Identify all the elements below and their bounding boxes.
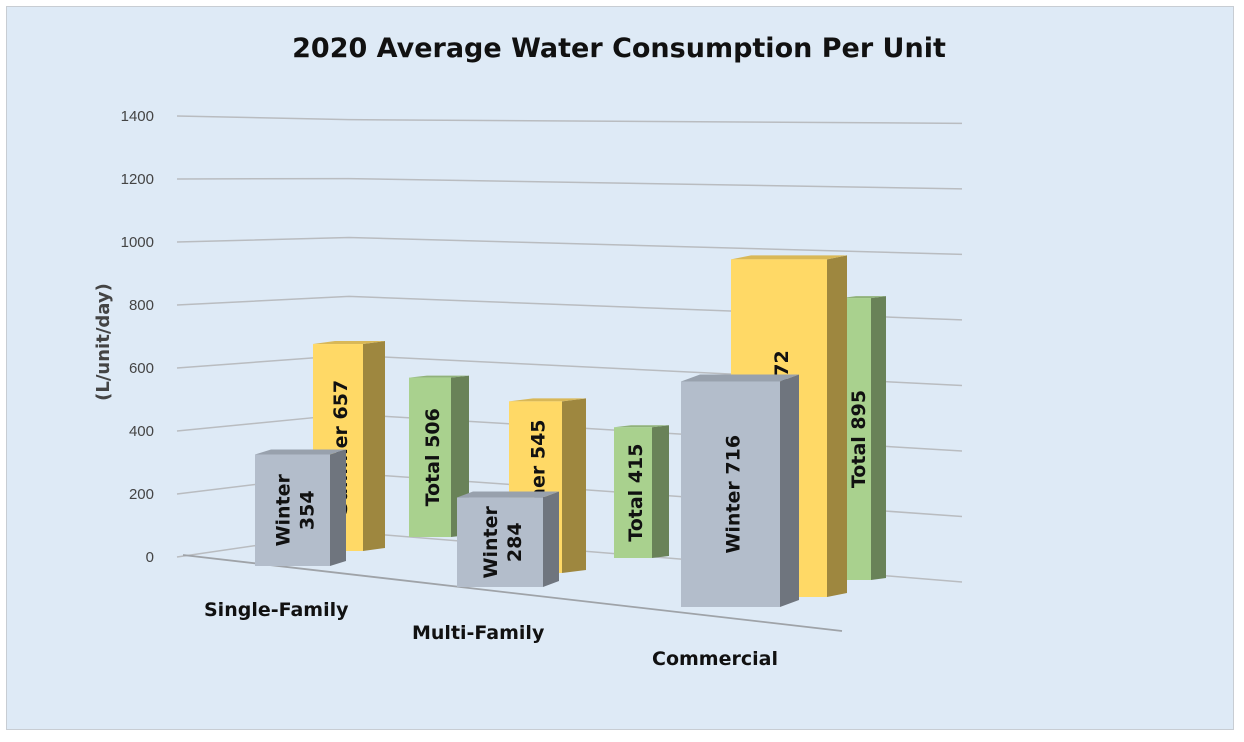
bar-front (255, 454, 330, 566)
category-labels: Single-Family Multi-Family Commercial (204, 599, 778, 670)
category-label-single-family: Single-Family (204, 599, 349, 621)
y-axis-label: (L/unit/day) (93, 283, 114, 401)
bar-front (409, 377, 451, 537)
bar-winter-single-family: Winter 354 (255, 449, 346, 566)
bar-winter-multi-family: Winter 284 (457, 491, 559, 587)
bar-total-single-family: Total 506 (409, 375, 469, 537)
bar-total-multi-family: Total 415 (614, 425, 669, 558)
gridline (176, 115, 963, 125)
bar-label-winter-multi-family: Winter 284 (480, 505, 526, 578)
bar-winter-commercial: Winter 716 (681, 374, 799, 607)
bar-top (841, 296, 886, 299)
y-tick-label: 600 (129, 360, 154, 377)
bar-front (681, 381, 780, 607)
y-tick-label: 1000 (121, 234, 154, 251)
bar-label-total-multi-family: Total 415 (625, 444, 647, 542)
bar-side (780, 374, 799, 607)
bar-label-winter-single-family: Winter 354 (273, 473, 319, 546)
y-tick-label: 1200 (121, 171, 154, 188)
bar-side (827, 255, 847, 597)
bar-chart: 2020 Average Water Consumption Per Unit … (93, 33, 963, 670)
y-tick-labels: 0 200 400 600 800 1000 1200 1400 (121, 108, 154, 566)
y-tick-label: 800 (129, 297, 154, 314)
bar-side (543, 491, 559, 587)
bar-label-total-single-family: Total 506 (422, 408, 444, 506)
bar-side (330, 449, 346, 566)
y-tick-label: 400 (129, 423, 154, 440)
bar-side (363, 341, 385, 551)
bar-top (313, 341, 385, 345)
bar-front (457, 497, 543, 587)
bar-label-winter-commercial: Winter 716 (723, 435, 745, 554)
floor-edge (182, 554, 843, 632)
bar-side (652, 425, 669, 558)
bar-side (871, 296, 886, 580)
bar-top (509, 398, 586, 402)
bar-top (681, 374, 799, 382)
bar-label-total-commercial: Total 895 (848, 390, 870, 488)
bar-top (409, 375, 469, 378)
bar-top (255, 449, 346, 455)
category-label-multi-family: Multi-Family (412, 622, 545, 644)
bar-side (562, 398, 586, 573)
chart-area: 2020 Average Water Consumption Per Unit … (6, 6, 1234, 730)
chart-title: 2020 Average Water Consumption Per Unit (292, 33, 946, 64)
chart-floor (182, 554, 843, 632)
bar-front (614, 427, 652, 558)
bar-total-commercial: Total 895 (841, 296, 886, 580)
bar-top (457, 491, 559, 498)
gridline (176, 177, 963, 190)
category-label-commercial: Commercial (652, 648, 778, 670)
y-tick-label: 0 (146, 549, 154, 566)
y-tick-label: 200 (129, 486, 154, 503)
bar-top (614, 425, 669, 428)
bar-top (731, 255, 847, 260)
y-tick-label: 1400 (121, 108, 154, 125)
gridline (176, 236, 963, 256)
